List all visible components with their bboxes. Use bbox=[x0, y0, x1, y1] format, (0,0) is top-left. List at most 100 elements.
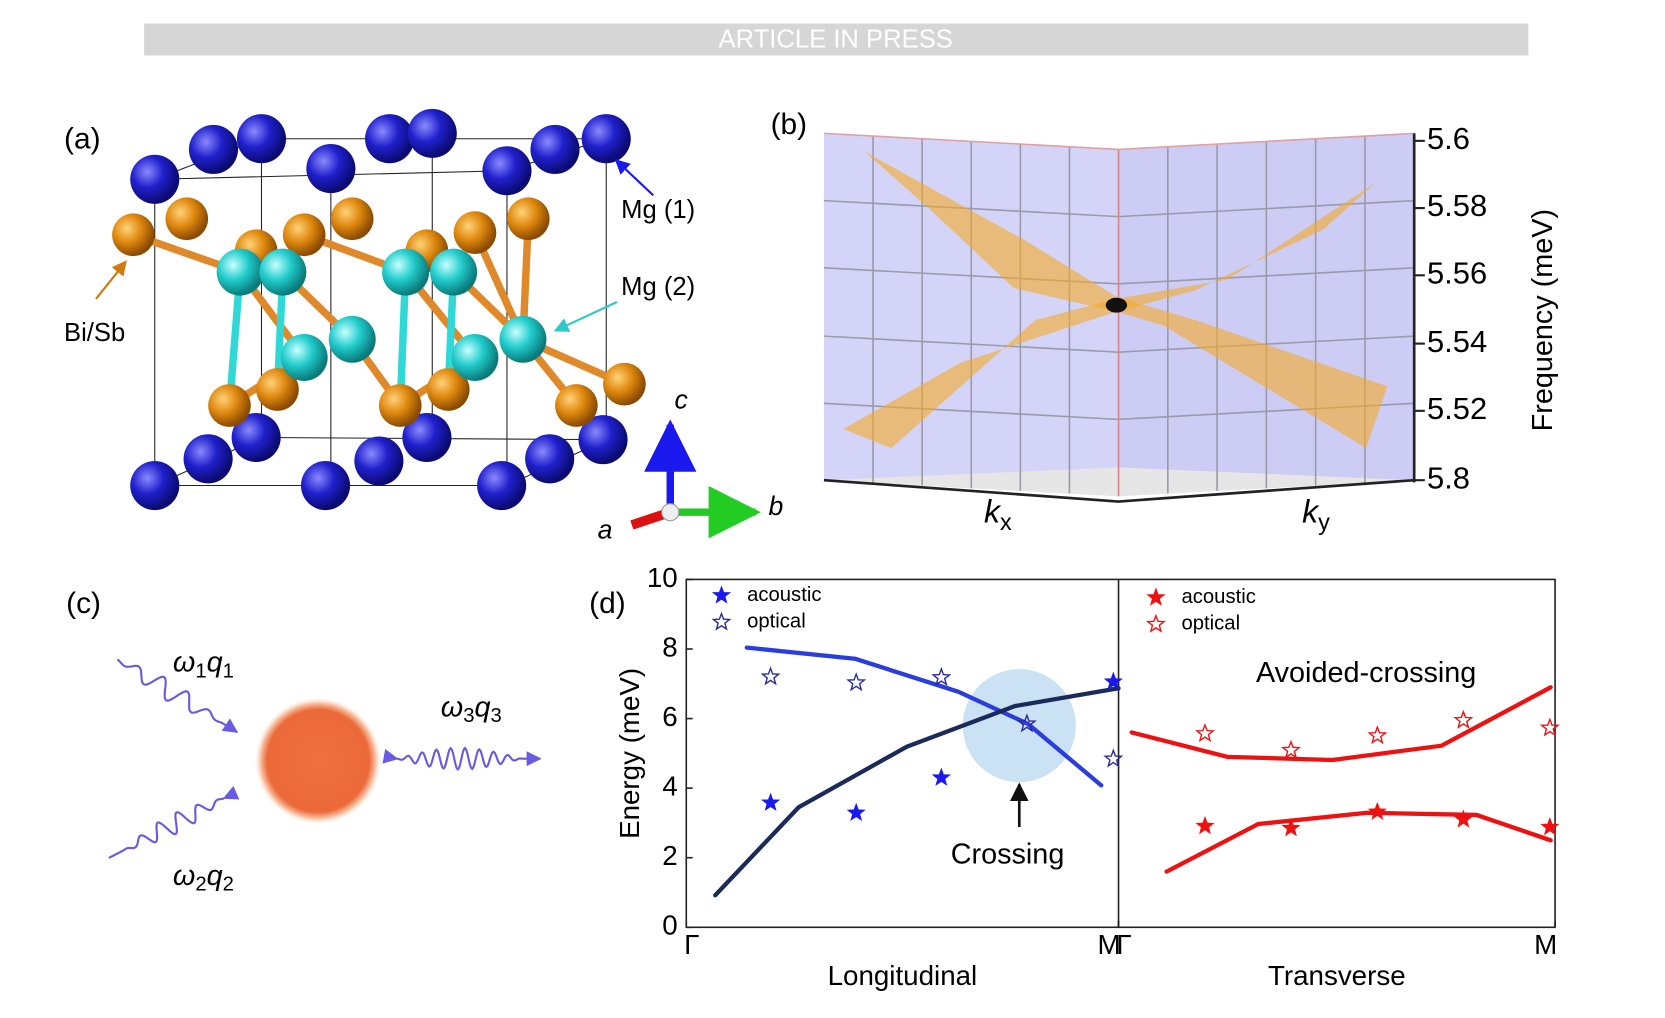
wave bbox=[382, 746, 542, 772]
x-axis-label: Transverse bbox=[1268, 960, 1406, 991]
panel-a: (a) Mg (1) Mg (2) Bi/Sb c b a bbox=[64, 108, 783, 544]
bisb-atom bbox=[330, 197, 374, 241]
bisb-atom bbox=[256, 368, 299, 411]
text-part: ω bbox=[173, 646, 195, 678]
data-point bbox=[1367, 725, 1388, 745]
data-point bbox=[1016, 713, 1037, 733]
panel-label: (c) bbox=[66, 587, 101, 620]
x-tick-label: Γ bbox=[1116, 929, 1131, 960]
wall-grid bbox=[1118, 335, 1415, 353]
text-part: 3 bbox=[463, 705, 474, 727]
curve bbox=[1164, 810, 1553, 874]
mg1-atom bbox=[365, 114, 415, 164]
data-point bbox=[846, 802, 866, 821]
tick-label: 5.8 bbox=[1427, 460, 1470, 495]
x-tick-label: Γ bbox=[684, 929, 699, 960]
data-point bbox=[1453, 709, 1474, 729]
mg2-atom bbox=[216, 248, 264, 296]
y-tick-label: 8 bbox=[662, 631, 677, 662]
panel-b: (b) 5.6 5.58 5.56 5.54 5.52 5.8 Frequency (meV)… bbox=[771, 108, 1559, 535]
data-point bbox=[1540, 817, 1560, 836]
wall-grid bbox=[823, 402, 1119, 421]
text-part: ω bbox=[173, 860, 195, 892]
text-part: 2 bbox=[195, 874, 206, 896]
mg1-atom bbox=[530, 124, 580, 174]
data-point bbox=[1195, 723, 1215, 743]
wave-label: ω3q3 bbox=[441, 691, 502, 727]
k-axis-label: ky bbox=[1302, 494, 1330, 535]
legend-marker bbox=[711, 585, 732, 604]
mg1-atom bbox=[130, 154, 180, 204]
bisb-atom bbox=[555, 384, 598, 427]
y-tick-label: 6 bbox=[662, 701, 677, 732]
text-part: 2 bbox=[223, 874, 234, 896]
atom-label: Mg (2) bbox=[621, 273, 695, 301]
data-point bbox=[1453, 809, 1473, 828]
banner bbox=[144, 23, 1529, 56]
bisb-atom bbox=[112, 213, 155, 257]
legend-marker bbox=[711, 611, 732, 631]
bisb-atom bbox=[506, 197, 550, 241]
panel-label: (b) bbox=[771, 108, 808, 141]
text-part: 1 bbox=[223, 661, 234, 683]
particle bbox=[254, 696, 383, 825]
data-point bbox=[1195, 815, 1215, 835]
mg2-atom bbox=[499, 315, 547, 363]
y-axis-label: Energy (meV) bbox=[614, 668, 645, 839]
mg1-atom bbox=[354, 436, 404, 486]
mg2-atom bbox=[328, 315, 376, 363]
data-point bbox=[931, 767, 951, 786]
annotation: Avoided-crossing bbox=[1256, 657, 1476, 689]
banner-text: ARTICLE IN PRESS bbox=[719, 25, 953, 53]
mg1-atom bbox=[306, 144, 356, 194]
data-point bbox=[1103, 671, 1123, 690]
tick-label: 5.58 bbox=[1427, 188, 1487, 223]
tick-label: 5.6 bbox=[1427, 121, 1470, 156]
legend-label: acoustic bbox=[1182, 586, 1256, 608]
text-part: x bbox=[1000, 509, 1012, 535]
text-part: q bbox=[475, 691, 491, 723]
mg1-atom bbox=[231, 412, 281, 463]
curve bbox=[713, 686, 1121, 898]
y-tick-label: 10 bbox=[647, 562, 678, 593]
axis-line bbox=[823, 478, 1415, 503]
curve bbox=[1129, 685, 1553, 763]
text-part: 1 bbox=[195, 661, 206, 683]
mg1-atom bbox=[402, 412, 452, 463]
wave-label: ω1q1 bbox=[173, 646, 234, 682]
bisb-atom bbox=[426, 368, 470, 411]
y-tick-label: 0 bbox=[662, 910, 677, 941]
legend-marker bbox=[1145, 613, 1166, 633]
data-point bbox=[760, 666, 781, 686]
legend-label: optical bbox=[1182, 613, 1241, 635]
text-part: k bbox=[1302, 494, 1320, 530]
panel-label: (d) bbox=[589, 587, 626, 620]
data-point bbox=[1103, 748, 1124, 768]
wall-grid bbox=[823, 335, 1119, 353]
wave-label: ω2q2 bbox=[173, 860, 234, 896]
data-point bbox=[1539, 717, 1560, 737]
mg2-atom bbox=[430, 248, 478, 296]
legend-label: acoustic bbox=[747, 584, 821, 606]
text-part: 3 bbox=[491, 705, 502, 727]
axis-label: c bbox=[675, 384, 689, 414]
mg1-atom bbox=[130, 460, 180, 511]
tick-label: 5.52 bbox=[1427, 391, 1487, 426]
data-point bbox=[1280, 739, 1301, 759]
atom-label: Mg (1) bbox=[621, 196, 695, 224]
bisb-atom bbox=[603, 362, 646, 406]
bisb-atom bbox=[165, 197, 209, 241]
mg1-atom bbox=[300, 460, 351, 511]
annotation: Crossing bbox=[951, 838, 1065, 870]
pointer bbox=[553, 301, 618, 332]
legend-marker bbox=[1146, 587, 1166, 606]
curve bbox=[744, 645, 1104, 788]
bisb-atom bbox=[378, 384, 422, 427]
x-axis-label: Longitudinal bbox=[828, 960, 978, 991]
crossing-point bbox=[1105, 297, 1128, 313]
mg2-atom bbox=[382, 248, 430, 296]
mg1-atom bbox=[578, 415, 628, 465]
bisb-atom bbox=[453, 211, 497, 254]
